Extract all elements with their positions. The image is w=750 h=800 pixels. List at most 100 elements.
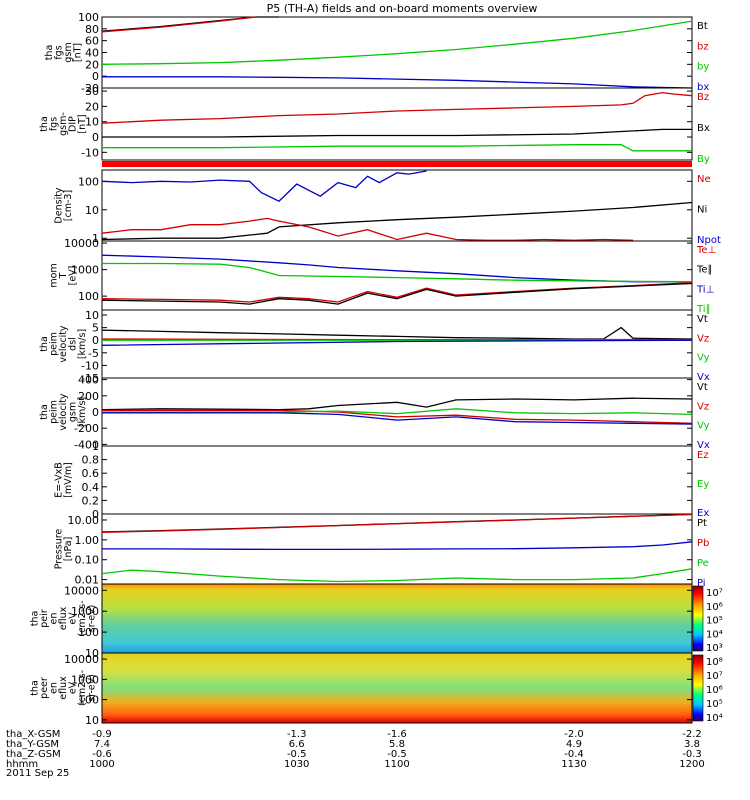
y-axis-label: gsm- [58,112,69,136]
y-axis-label: peim [49,332,60,356]
y-axis-label: mom [49,263,60,287]
y-tick-label: 10 [85,714,99,727]
y-tick-label: 20 [85,100,99,113]
y-tick-label: 0.6 [82,467,100,480]
x-tick-label: 1200 [679,759,704,770]
y-tick-label: 100 [78,694,99,707]
legend-Pe: Pe [697,558,709,569]
y-axis-label: tha [44,45,55,61]
colorbar-tick-label: 10⁵ [706,616,723,627]
x-tick-label: 3.8 [684,739,700,750]
y-axis-label: peer [39,677,50,699]
y-tick-label: -400 [74,438,99,451]
colorbar-tick-label: 10⁶ [706,602,723,613]
series-Vt [101,326,693,340]
y-axis-label: en [49,613,60,625]
y-axis-label: tha [30,611,41,627]
legend-Vx: Vx [697,372,710,383]
legend-Vt: Vt [697,382,708,393]
y-tick-label: 0.01 [75,574,100,587]
y-tick-label: 10000 [64,237,99,250]
y-axis-label: gsm [63,42,74,62]
y-tick-label: 100 [78,11,99,24]
colorbar-tick-label: 10⁸ [706,657,723,668]
y-tick-label: 80 [85,23,99,36]
y-axis-label: DIP [68,116,79,132]
y-axis-label: peir [39,609,50,628]
y-tick-label: 0 [92,131,99,144]
legend-Bx: Bx [697,123,710,134]
spectrogram-fill [102,653,692,723]
y-axis-label: [km/s] [77,397,88,427]
y-tick-label: -10 [81,359,99,372]
x-tick-label: 6.6 [289,739,305,750]
series-Vx [101,339,693,346]
x-tick-label: -1.3 [287,729,307,740]
y-axis-label: eV [68,681,79,694]
y-tick-label: 10 [85,116,99,129]
panel-frame [101,652,693,724]
legend-Vy: Vy [697,421,710,432]
x-axis-labels: tha_X-GSM -0.9 -1.3 -1.6 -2.0 -2.2 tha_Y-GSM 7.… [6,729,705,770]
panel-10: 10⁸ 10⁷ 10⁶ 10⁵ 10⁴ 10000 1000 100 10 thapeerenef… [30,652,723,727]
y-axis-label: [eV] [68,266,79,286]
panels: 100806040200-20thafgsgsm[nT]Btbzbybx3020… [30,11,723,727]
x-tick-label: -2.0 [564,729,584,740]
legend-Ti∥: Ti∥ [696,304,711,315]
y-axis-label: fgs [49,117,60,131]
y-tick-label: 0.10 [75,554,100,567]
colorbar-tick-label: 10⁷ [706,671,723,682]
y-tick-label: 40 [85,47,99,60]
panel-3: 100 10 1 Density[cm-3] Ne Ni Npot [53,169,721,246]
x-tick-label: 1130 [561,759,586,770]
y-tick-label: -200 [74,422,99,435]
y-axis-label: eflux [58,676,69,700]
y-axis-label: tha [30,680,41,696]
y-tick-label: 30 [85,85,99,98]
colorbar-tick-label: 10⁶ [706,685,723,696]
panel-frame [101,87,693,161]
legend-Te⊥: Te⊥ [696,245,716,256]
y-tick-label: 10.00 [68,514,100,527]
legend-Vz: Vz [697,401,709,412]
y-axis-label: [nT] [77,114,88,133]
x-tick-label: -0.4 [564,749,584,760]
y-axis-label: gsm [68,402,79,422]
y-tick-label: 1.00 [75,534,100,547]
x-row-label: tha_Z-GSM [6,749,61,760]
y-tick-label: 1000 [71,605,99,618]
x-row-label: tha_X-GSM [6,729,60,740]
y-axis-label: T [58,272,69,279]
legend-by: by [697,62,709,73]
y-tick-label: 200 [78,390,99,403]
y-axis-label: fgs [53,45,64,59]
y-tick-label: 1 [92,232,99,245]
y-axis-label: [nT] [72,43,83,62]
y-axis-label: en [49,682,60,694]
y-axis-label: velocity [58,325,69,363]
series-Vz [102,409,693,424]
y-axis-label: dsl [68,337,79,351]
y-axis-label: Pressure [53,529,64,570]
y-axis-label: eflux [58,606,69,630]
panel-9: 10⁷ 10⁶ 10⁵ 10⁴ 10³ 10000 1000 100 10 thapeirenef… [30,583,723,660]
y-tick-label: 0.4 [82,481,100,494]
y-tick-label: 100 [78,290,99,303]
y-tick-label: 5 [92,322,99,335]
legend-Bt: Bt [697,21,708,32]
y-axis-label: [nPa] [63,537,74,562]
y-tick-label: 0 [92,334,99,347]
y-tick-label: 400 [78,374,99,387]
red-band [102,161,692,167]
colorbar-tick-label: 10³ [706,643,723,654]
panel-8: 10.00 1.00 0.10 0.01 Pressure[nPa] Pt Pb Pe Pi [53,513,709,589]
legend-Ti⊥: Ti⊥ [696,284,714,295]
y-tick-label: -15 [81,372,99,385]
y-axis-label: eV [68,612,79,625]
legend-Te∥: Te∥ [696,265,713,276]
date-label: 2011 Sep 25 [6,768,69,779]
